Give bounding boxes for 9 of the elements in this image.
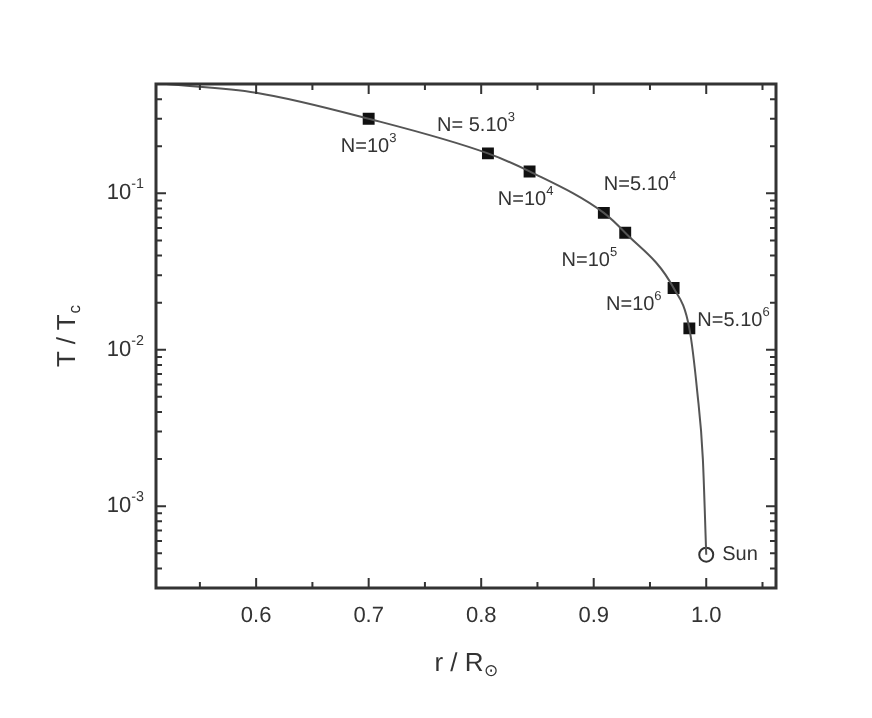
x-axis-title: r / R⊙ <box>434 647 498 681</box>
x-tick-label: 0.6 <box>240 604 272 629</box>
x-tick-label: 0.7 <box>353 604 384 629</box>
y-axis-title: T / Tc <box>51 305 85 367</box>
annotation: Sun <box>722 544 758 567</box>
x-tick-label: 0.8 <box>465 604 497 629</box>
x-tick-label: 0.9 <box>578 604 610 629</box>
point <box>698 546 715 563</box>
x-tick-label: 1.0 <box>690 604 722 629</box>
